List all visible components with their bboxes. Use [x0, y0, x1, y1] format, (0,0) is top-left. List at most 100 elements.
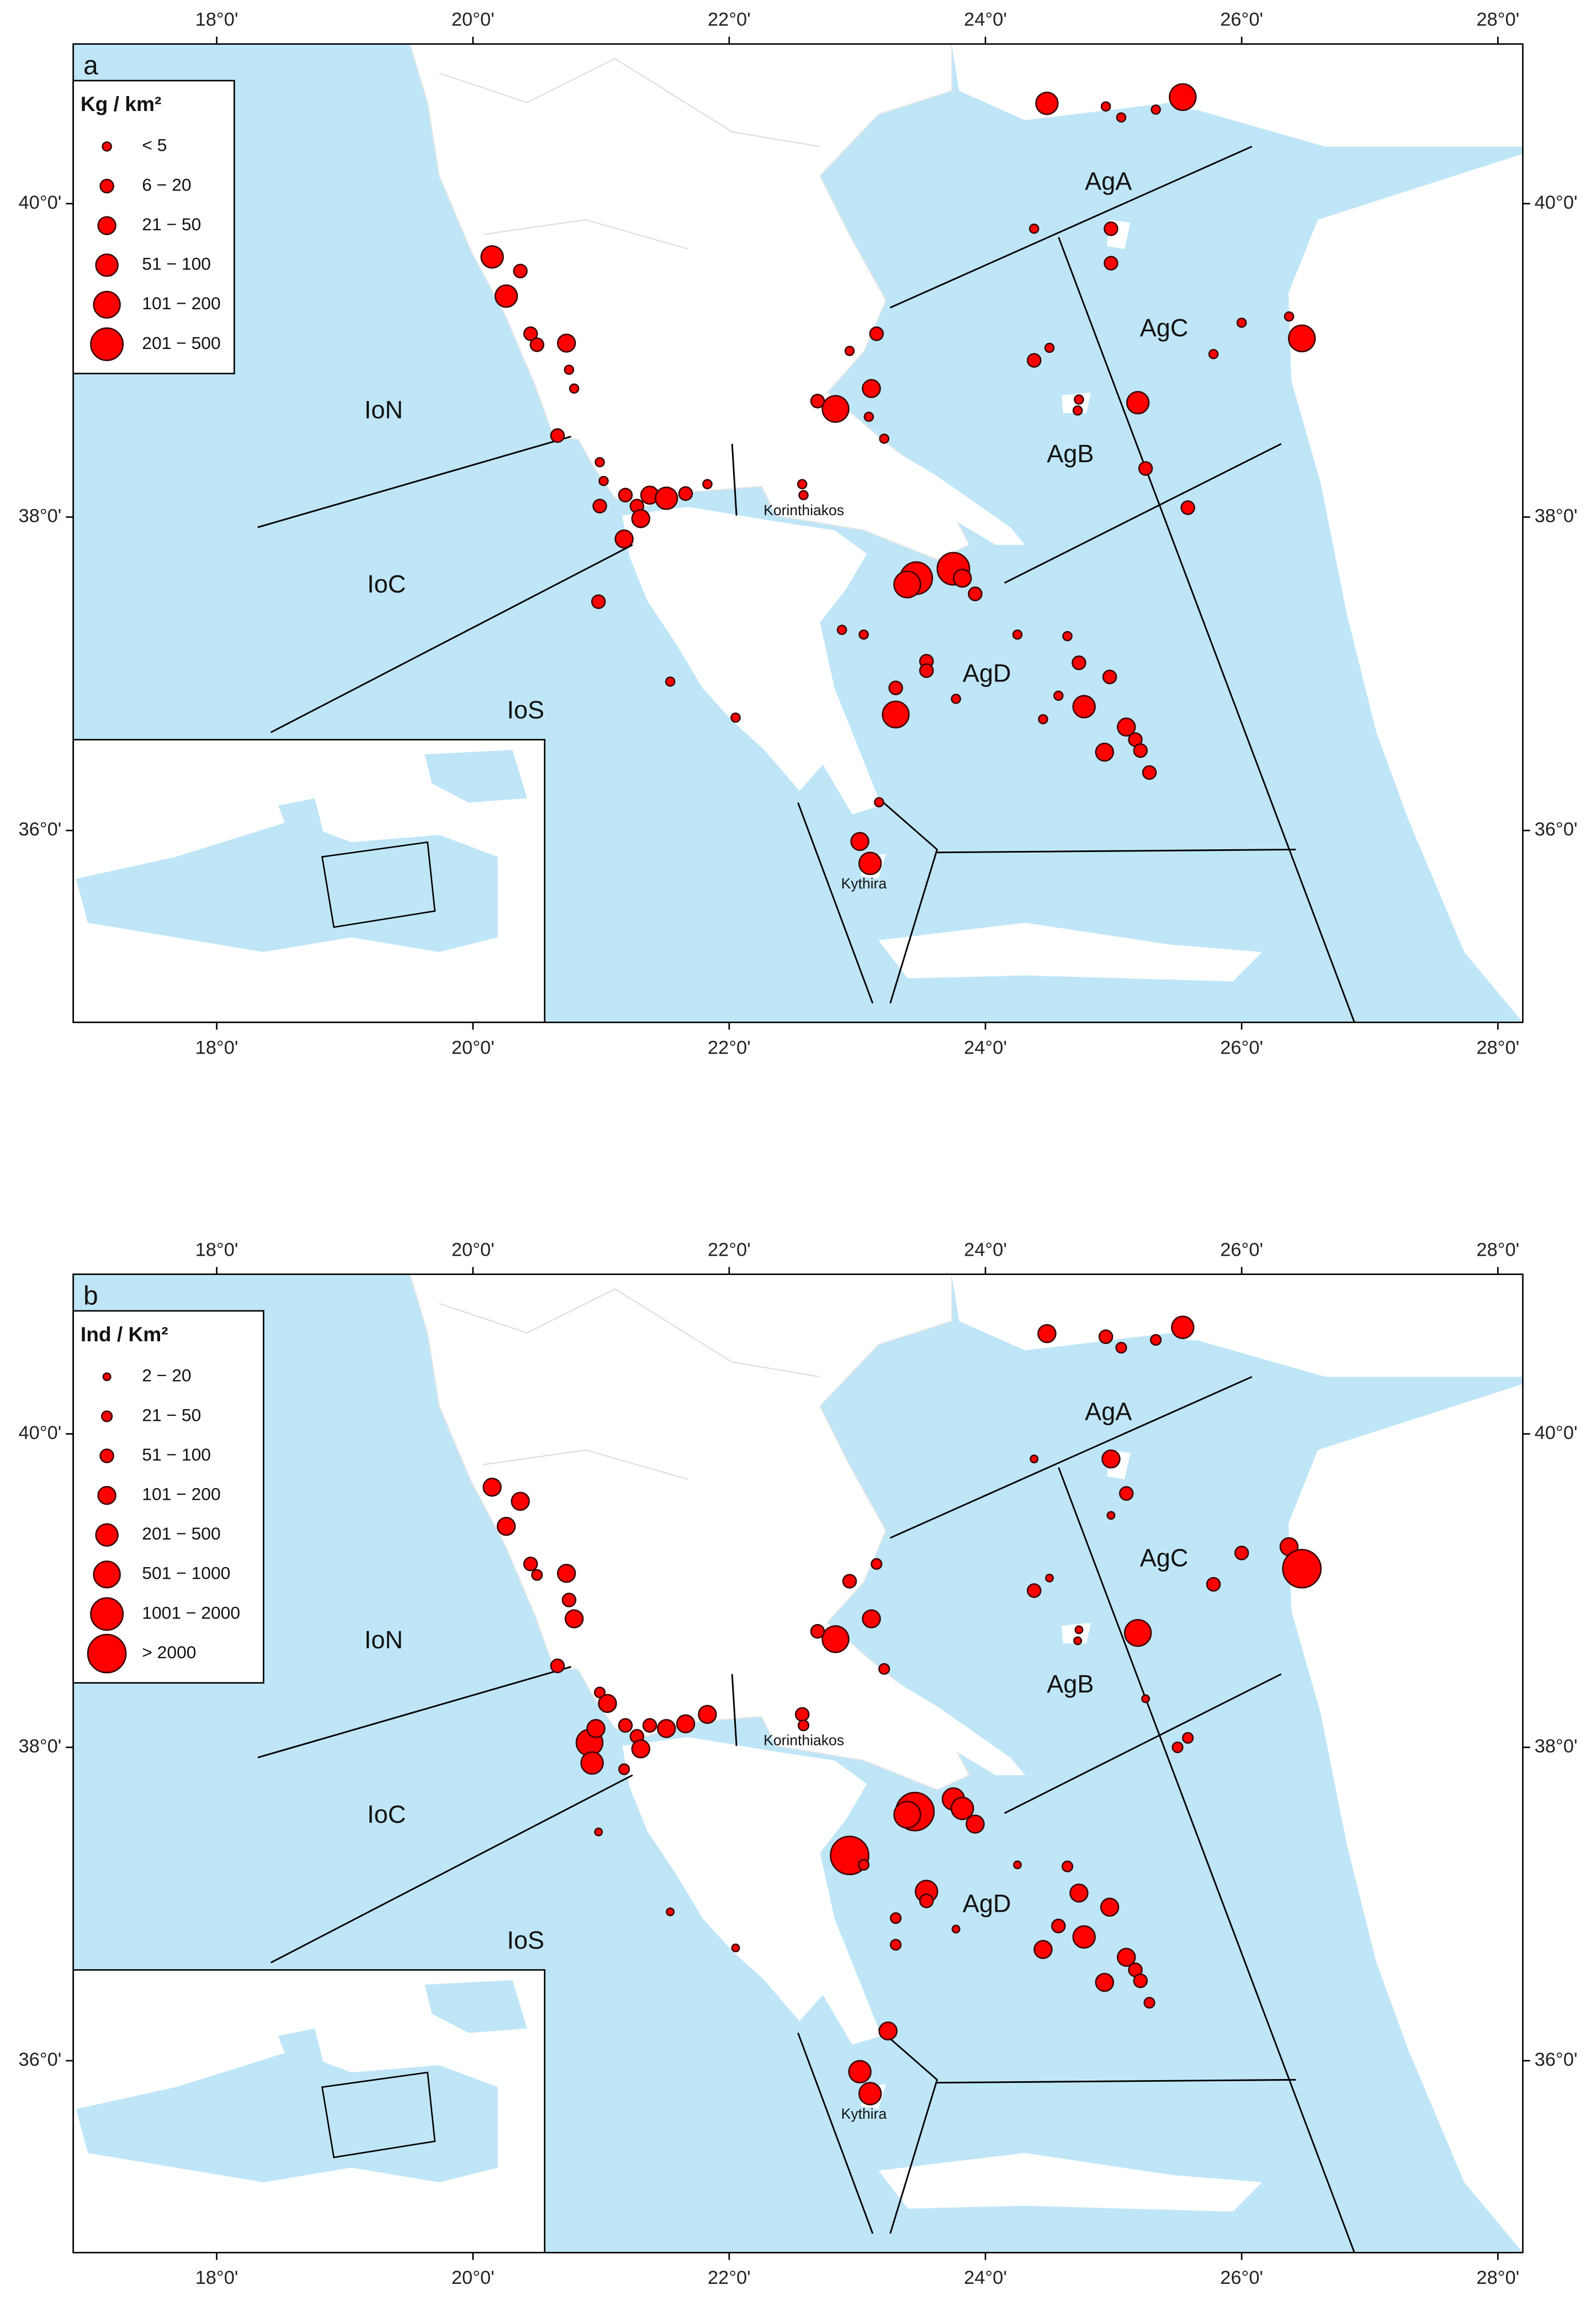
sample-point — [1106, 1511, 1116, 1520]
sample-point — [879, 433, 889, 444]
legend-label: 6 − 20 — [142, 174, 191, 194]
sample-point — [1115, 1342, 1127, 1354]
legend-symbol — [101, 1410, 113, 1422]
sample-point — [1104, 256, 1118, 271]
sample-point — [1101, 1449, 1121, 1469]
sample-point — [1074, 1625, 1084, 1634]
sample-point — [1138, 461, 1153, 476]
sample-point — [893, 570, 921, 599]
map-panel: 18°0' 18°0' 20°0' 20°0' 22°0' 22°0' 24°0' 24°0'… — [19, 1239, 1578, 2288]
legend-symbol — [97, 1485, 116, 1505]
legend-label: 51 − 100 — [142, 1445, 211, 1464]
region-label: Kythira — [841, 2106, 887, 2122]
sample-point — [1033, 1940, 1053, 1959]
legend-symbol — [99, 1448, 114, 1463]
legend-symbol — [95, 253, 119, 277]
sample-point — [1182, 1732, 1194, 1744]
sample-point — [1038, 714, 1048, 724]
lat-label: 36°0' — [19, 819, 62, 840]
sample-point — [1073, 1636, 1083, 1646]
sample-point — [1037, 1324, 1057, 1343]
lon-label: 18°0' — [195, 2267, 238, 2288]
sample-point — [878, 1663, 890, 1675]
sample-point — [1098, 1329, 1114, 1345]
sample-point — [919, 663, 934, 678]
sample-point — [1028, 223, 1040, 234]
legend-label: 21 − 50 — [142, 1405, 201, 1425]
sample-point — [842, 1574, 857, 1589]
sample-point — [676, 1714, 696, 1733]
sample-point — [731, 1943, 740, 1953]
sample-point — [919, 1893, 934, 1908]
sample-point — [1072, 1925, 1096, 1949]
sample-point — [1074, 394, 1084, 405]
legend-symbol — [102, 1372, 112, 1382]
sample-point — [511, 1491, 530, 1511]
lon-label: 20°0' — [452, 2267, 495, 2288]
legend-symbol — [93, 1561, 121, 1589]
sample-point — [1234, 1546, 1249, 1561]
lon-label: 24°0' — [964, 9, 1007, 30]
sample-point — [1126, 390, 1150, 415]
sample-point — [598, 475, 609, 486]
sample-point — [797, 479, 808, 490]
sample-point — [821, 395, 850, 423]
sample-point — [550, 1658, 565, 1673]
region-label: IoC — [367, 570, 406, 598]
lat-label: 38°0' — [19, 505, 62, 526]
sample-point — [550, 428, 565, 443]
sample-point — [1100, 1897, 1120, 1917]
legend-label: 201 − 500 — [142, 333, 220, 353]
legend-label: < 5 — [142, 135, 167, 155]
sample-point — [863, 411, 874, 422]
sample-point — [564, 1609, 584, 1628]
sample-point — [858, 851, 882, 875]
lon-label: 24°0' — [964, 1037, 1007, 1058]
sample-point — [893, 1801, 921, 1829]
sample-point — [1133, 743, 1148, 758]
sample-point — [871, 1558, 883, 1570]
lon-label: 18°0' — [195, 9, 238, 30]
sample-point — [591, 594, 606, 609]
sample-point — [529, 337, 544, 352]
sample-point — [951, 694, 961, 704]
sample-point — [678, 486, 693, 501]
panel-label: a — [83, 51, 98, 81]
region-label: AgA — [1085, 167, 1132, 195]
lon-label: 22°0' — [708, 1037, 751, 1058]
lat-label: 40°0' — [19, 192, 62, 213]
sample-point — [1061, 1860, 1074, 1872]
sample-point — [1171, 1315, 1195, 1339]
lat-label: 40°0' — [19, 1422, 62, 1443]
sample-point — [654, 486, 678, 510]
sample-point — [656, 1719, 676, 1738]
sample-point — [1100, 101, 1111, 112]
region-label: AgD — [963, 659, 1011, 687]
sample-point — [1150, 1334, 1162, 1346]
sample-point — [1045, 1573, 1054, 1583]
sample-point — [848, 2060, 872, 2083]
sample-point — [889, 1939, 902, 1951]
sample-point — [1095, 742, 1115, 762]
sample-point — [618, 1718, 633, 1733]
lat-label: 40°0' — [1535, 1422, 1578, 1443]
sample-point — [1012, 629, 1023, 640]
sample-point — [1143, 1997, 1155, 2009]
frame — [72, 43, 1524, 1023]
region-label: AgC — [1140, 1544, 1189, 1572]
lon-label: 22°0' — [708, 1239, 751, 1260]
lon-label: 20°0' — [452, 1239, 495, 1260]
legend-symbol — [97, 216, 116, 235]
legend-label: 1001 − 2000 — [142, 1602, 240, 1622]
sample-point — [556, 334, 576, 353]
region-label: IoN — [364, 1626, 403, 1654]
legend-title: Kg / km² — [81, 92, 161, 115]
sample-point — [882, 700, 910, 729]
lon-label: 28°0' — [1476, 9, 1519, 30]
lon-label: 20°0' — [452, 1037, 495, 1058]
sample-point — [889, 1912, 902, 1924]
sample-point — [862, 379, 881, 398]
sample-point — [1208, 348, 1219, 359]
sample-point — [666, 1907, 675, 1917]
